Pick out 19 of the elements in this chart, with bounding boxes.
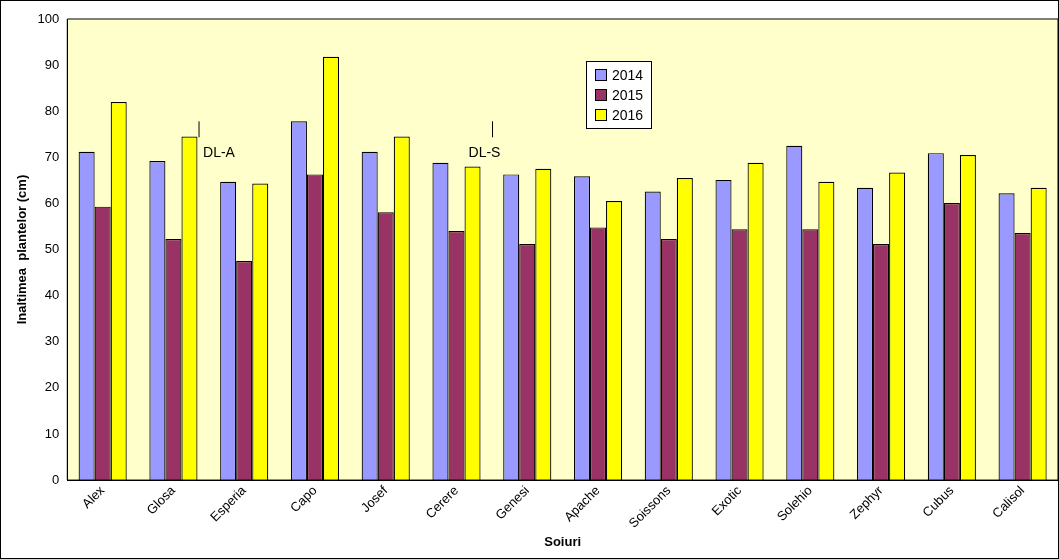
- y-tick-label: 10: [44, 425, 60, 441]
- x-tick-label: Alex: [78, 482, 108, 512]
- y-tick-label: 20: [44, 379, 60, 395]
- legend-label: 2014: [611, 66, 644, 85]
- annotation: DL-S: [468, 144, 501, 161]
- y-tick-label: 30: [44, 333, 60, 349]
- y-axis-title: Inaltimea plantelor (cm): [14, 174, 30, 325]
- y-tick-label: 40: [44, 287, 60, 303]
- annotation: DL-A: [203, 144, 236, 161]
- y-tick-label: 100: [37, 10, 60, 26]
- y-tick-label: 0: [52, 471, 60, 487]
- y-tick-label: 50: [44, 241, 60, 257]
- legend-label: 2015: [611, 86, 644, 105]
- y-tick-label: 80: [44, 102, 60, 118]
- x-axis-title: Soiuri: [544, 533, 582, 549]
- y-tick-label: 70: [44, 148, 60, 164]
- y-tick-label: 60: [44, 195, 60, 211]
- legend-label: 2016: [611, 106, 644, 125]
- y-tick-label: 90: [44, 56, 60, 72]
